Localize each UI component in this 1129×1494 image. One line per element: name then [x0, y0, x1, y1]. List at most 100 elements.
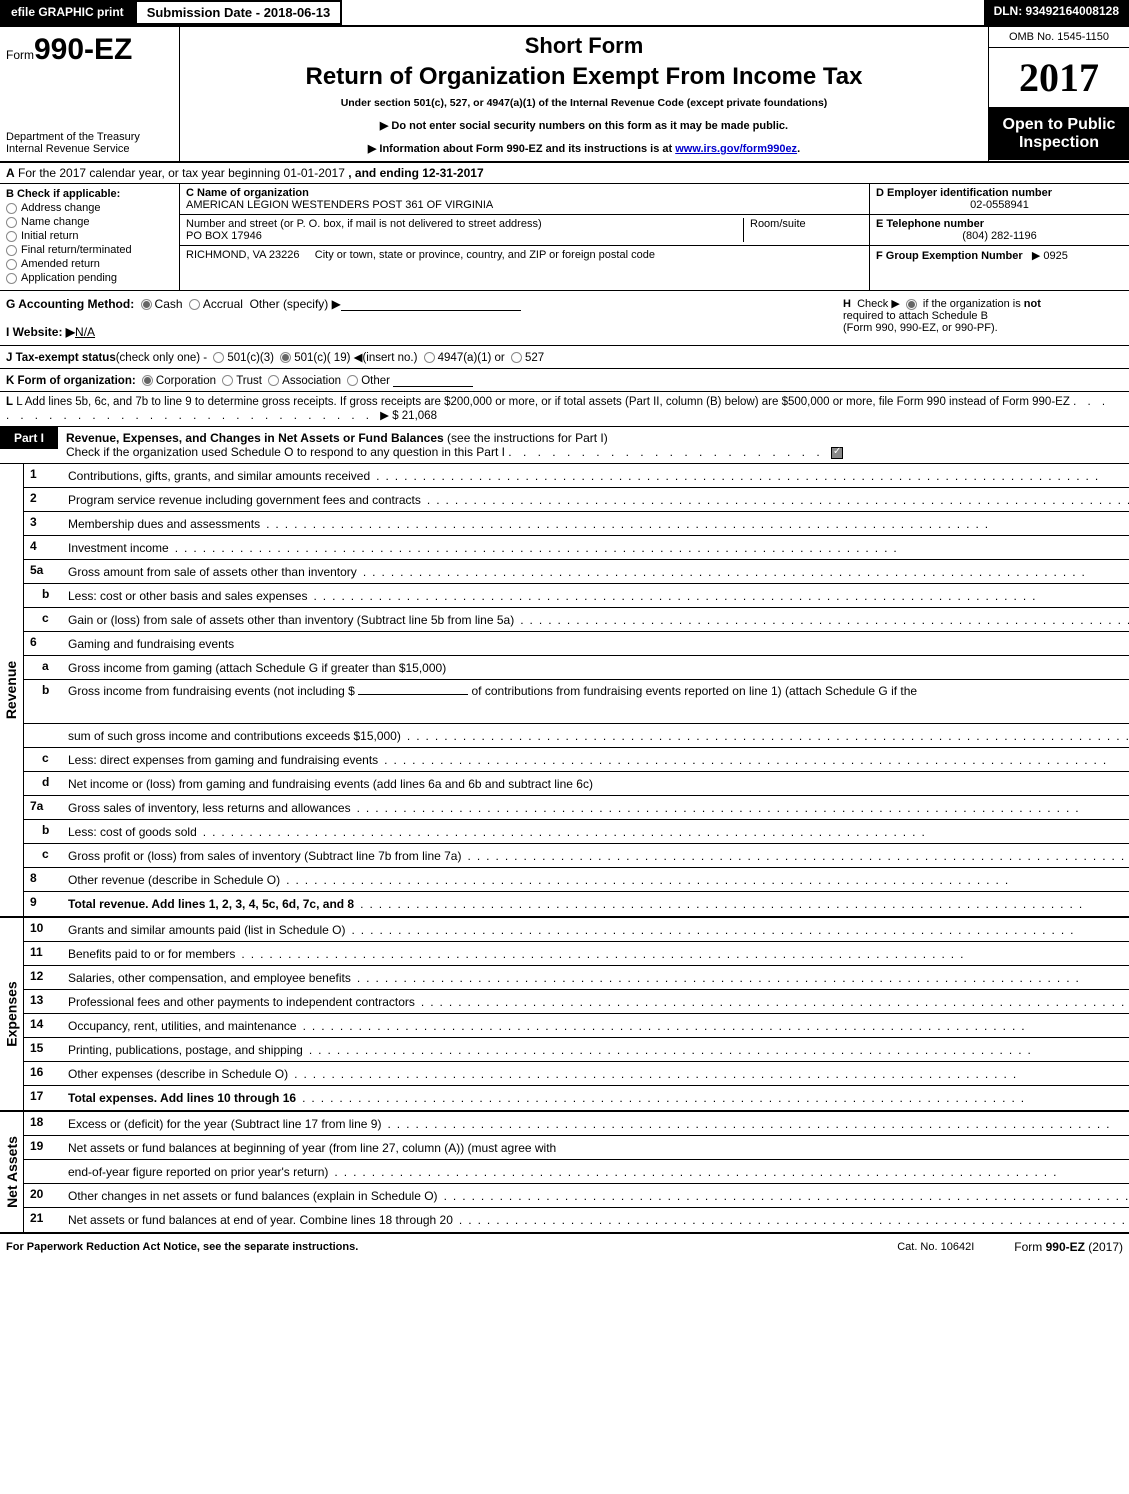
radio-assoc[interactable]: [268, 375, 279, 386]
part1-check-text: Check if the organization used Schedule …: [66, 445, 505, 459]
line-desc: Net assets or fund balances at end of ye…: [68, 1213, 453, 1227]
line-num: 4: [24, 536, 64, 559]
k-other-input[interactable]: [393, 373, 473, 387]
part1-title-block: Revenue, Expenses, and Changes in Net As…: [58, 427, 1129, 463]
line-6a: a Gross income from gaming (attach Sched…: [24, 656, 1129, 680]
line-desc: Gain or (loss) from sale of assets other…: [68, 613, 514, 627]
chk-name-change[interactable]: Name change: [6, 216, 173, 228]
h-text2: if the organization is: [923, 298, 1024, 310]
chk-address-change[interactable]: Address change: [6, 202, 173, 214]
chk-final-return[interactable]: Final return/terminated: [6, 244, 173, 256]
b-label: B: [6, 188, 14, 200]
radio-trust[interactable]: [222, 375, 233, 386]
subtitle-3: ▶ Information about Form 990-EZ and its …: [190, 142, 978, 155]
line-num: d: [24, 772, 64, 795]
efile-print-button[interactable]: efile GRAPHIC print: [0, 0, 135, 25]
j-o1: 501(c)(3): [227, 352, 274, 364]
revenue-block: Revenue 1 Contributions, gifts, grants, …: [0, 464, 1129, 918]
radio-cash[interactable]: [141, 299, 152, 310]
line-num: 20: [24, 1184, 64, 1207]
g-other-input[interactable]: [341, 297, 521, 311]
chk-lbl: Address change: [21, 202, 101, 214]
line-l: L L Add lines 5b, 6c, and 7b to line 9 t…: [0, 392, 1129, 427]
l-text: L Add lines 5b, 6c, and 7b to line 9 to …: [16, 396, 1070, 408]
line-num: 12: [24, 966, 64, 989]
line-desc: Other changes in net assets or fund bala…: [68, 1189, 438, 1203]
line-desc: Benefits paid to or for members: [68, 947, 235, 961]
line-10: 10 Grants and similar amounts paid (list…: [24, 918, 1129, 942]
checkbox-icon: [6, 273, 17, 284]
line-desc: Gross amount from sale of assets other t…: [68, 565, 357, 579]
line-desc: Gross income from fundraising events (no…: [68, 684, 355, 698]
line-11: 11 Benefits paid to or for members 11: [24, 942, 1129, 966]
line-desc: Contributions, gifts, grants, and simila…: [68, 469, 370, 483]
revenue-side-text: Revenue: [4, 661, 20, 719]
g-accrual: Accrual: [203, 297, 243, 311]
chk-lbl: Name change: [21, 216, 90, 228]
radio-other[interactable]: [347, 375, 358, 386]
f-value: ▶ 0925: [1032, 250, 1068, 262]
line-desc: Membership dues and assessments: [68, 517, 260, 531]
radio-accrual[interactable]: [189, 299, 200, 310]
line-desc: Grants and similar amounts paid (list in…: [68, 923, 345, 937]
radio-501c3[interactable]: [213, 352, 224, 363]
line-7a: 7a Gross sales of inventory, less return…: [24, 796, 1129, 820]
line-num: 13: [24, 990, 64, 1013]
line-12: 12 Salaries, other compensation, and emp…: [24, 966, 1129, 990]
line-desc: Less: cost of goods sold: [68, 825, 197, 839]
netassets-side-label: Net Assets: [0, 1112, 24, 1232]
radio-corp[interactable]: [142, 375, 153, 386]
line-6b-1: b Gross income from fundraising events (…: [24, 680, 1129, 724]
part1-header: Part I Revenue, Expenses, and Changes in…: [0, 427, 1129, 464]
a-text2: , and ending 12-31-2017: [348, 166, 483, 180]
instructions-link[interactable]: www.irs.gov/form990ez: [675, 143, 797, 155]
radio-4947[interactable]: [424, 352, 435, 363]
line-desc: Net assets or fund balances at beginning…: [68, 1141, 556, 1155]
chk-amended-return[interactable]: Amended return: [6, 258, 173, 270]
chk-initial-return[interactable]: Initial return: [6, 230, 173, 242]
netassets-side-text: Net Assets: [4, 1136, 20, 1208]
line-desc: Excess or (deficit) for the year (Subtra…: [68, 1117, 381, 1131]
dept-line2: Internal Revenue Service: [6, 143, 173, 155]
footer-r2: 990-EZ: [1046, 1240, 1085, 1254]
netassets-lines: 18 Excess or (deficit) for the year (Sub…: [24, 1112, 1129, 1232]
fundraising-amount-input[interactable]: [358, 694, 468, 695]
line-6b-2: sum of such gross income and contributio…: [24, 724, 1129, 748]
addr-label: Number and street (or P. O. box, if mail…: [186, 218, 743, 230]
line-num: 17: [24, 1086, 64, 1110]
h-checkbox[interactable]: [906, 299, 917, 310]
line-desc: Net income or (loss) from gaming and fun…: [68, 777, 593, 791]
checkbox-icon: [6, 259, 17, 270]
d-label: D Employer identification number: [876, 187, 1052, 199]
j-label: J Tax-exempt status: [6, 352, 116, 364]
checkbox-icon: [6, 203, 17, 214]
j-o3: 4947(a)(1) or: [438, 352, 505, 364]
j-sub: (check only one) -: [116, 352, 207, 364]
a-text1: For the 2017 calendar year, or tax year …: [18, 166, 345, 180]
line-14: 14 Occupancy, rent, utilities, and maint…: [24, 1014, 1129, 1038]
line-16: 16 Other expenses (describe in Schedule …: [24, 1062, 1129, 1086]
line-5c: c Gain or (loss) from sale of assets oth…: [24, 608, 1129, 632]
g-cash: Cash: [155, 297, 183, 311]
chk-application-pending[interactable]: Application pending: [6, 272, 173, 284]
radio-501c[interactable]: [280, 352, 291, 363]
a-label: A: [6, 166, 15, 180]
part1-label: Part I: [0, 427, 58, 449]
omb-number: OMB No. 1545-1150: [989, 27, 1129, 48]
h-text4: (Form 990, 990-EZ, or 990-PF).: [843, 322, 998, 334]
c-city-block: RICHMOND, VA 23226 City or town, state o…: [180, 246, 869, 264]
line-15: 15 Printing, publications, postage, and …: [24, 1038, 1129, 1062]
footer-left: For Paperwork Reduction Act Notice, see …: [6, 1241, 358, 1253]
h-text1: Check ▶: [857, 298, 900, 310]
footer-r1: Form: [1014, 1240, 1045, 1254]
line-desc: Gross profit or (loss) from sales of inv…: [68, 849, 461, 863]
city-label: City or town, state or province, country…: [315, 249, 655, 261]
schedule-o-checkbox[interactable]: [831, 447, 843, 459]
open-to-public: Open to Public Inspection: [989, 108, 1129, 160]
line-9: 9 Total revenue. Add lines 1, 2, 3, 4, 5…: [24, 892, 1129, 916]
expenses-block: Expenses 10 Grants and similar amounts p…: [0, 918, 1129, 1112]
radio-527[interactable]: [511, 352, 522, 363]
line-6d: d Net income or (loss) from gaming and f…: [24, 772, 1129, 796]
dln-label: DLN: 93492164008128: [984, 0, 1129, 25]
line-19-1: 19 Net assets or fund balances at beginn…: [24, 1136, 1129, 1160]
